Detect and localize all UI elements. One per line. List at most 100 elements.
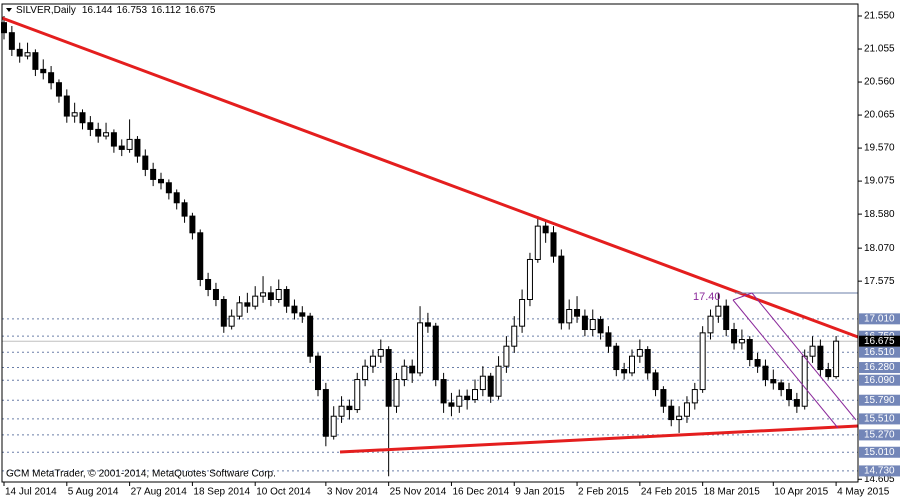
candle-body (103, 132, 110, 137)
candle-body (150, 168, 157, 180)
candle-body (315, 355, 321, 391)
candle-body (32, 52, 39, 70)
level-label: 16.280 (864, 362, 895, 373)
candle-body (417, 322, 424, 374)
candle-body (440, 379, 447, 404)
candle-body (118, 145, 125, 150)
candle-body (369, 355, 376, 367)
axis: 21.550 21.055 20.560 20.065 19.570 19.075 18.5… (3, 11, 900, 498)
x-tick-label: 5 Aug 2014 (68, 487, 119, 498)
y-tick-label: 18.070 (864, 243, 895, 254)
levels (2, 318, 858, 472)
current-price-label: 16.675 (864, 336, 895, 347)
candle-body (668, 405, 675, 421)
candle-body (754, 359, 761, 367)
level-label-box (859, 346, 900, 358)
candle-body (283, 288, 290, 307)
candle-body (605, 332, 612, 347)
candle-body (87, 122, 94, 130)
candle-body (770, 379, 777, 384)
candle-body (393, 379, 400, 407)
plot-frame (1, 3, 859, 483)
candle-body (597, 319, 604, 334)
current-price-box (859, 335, 900, 347)
y-tick-label: 19.075 (864, 176, 895, 187)
y-tick-label: 17.575 (864, 276, 895, 287)
candle-body (16, 48, 23, 57)
y-tick-label: 18.580 (864, 209, 895, 220)
level-label-box (859, 394, 900, 406)
level-label-box (859, 429, 900, 441)
candle-body (487, 375, 494, 397)
candle-body (165, 182, 172, 194)
level-label-box (859, 313, 900, 325)
candle-body (424, 322, 431, 327)
candle-body (448, 402, 455, 407)
candle-body (550, 232, 557, 257)
x-tick-label: 14 Jul 2014 (5, 487, 57, 498)
candle-body (307, 315, 314, 357)
candle-body (275, 288, 282, 300)
candle-body (55, 82, 62, 97)
x-tick-label: 25 Nov 2014 (390, 487, 447, 498)
candle-body (385, 349, 392, 407)
y-tick-label: 21.550 (864, 11, 895, 22)
candle-body (181, 202, 188, 217)
candle-body (731, 329, 738, 344)
low: 16.112 (151, 5, 181, 16)
candle-body (723, 305, 730, 331)
candle-body (519, 298, 526, 327)
candle-body (801, 355, 808, 407)
candle-body (809, 345, 816, 357)
candle-body (534, 225, 541, 260)
candle-body (432, 325, 439, 381)
candle-body (613, 345, 620, 371)
level-label: 15.010 (864, 447, 895, 458)
candle-body (511, 325, 518, 347)
x-tick-label: 4 May 2015 (837, 487, 890, 498)
candle-body (63, 95, 70, 117)
annotation: 17.40 (693, 291, 721, 303)
candle-body (48, 72, 55, 84)
x-tick-label: 16 Dec 2014 (452, 487, 509, 498)
level-label-box (859, 413, 900, 425)
candle-body (267, 292, 274, 300)
high: 16.753 (116, 5, 147, 16)
candle-body (244, 302, 251, 307)
channel-line (751, 292, 857, 421)
candle-body (377, 349, 384, 357)
trendline-upper (1, 16, 859, 339)
candle-body (472, 389, 478, 401)
level-label-box (859, 465, 900, 477)
level-label: 14.730 (864, 466, 895, 477)
candle-body (526, 258, 533, 300)
candle-body (542, 225, 549, 234)
candle-body (558, 255, 565, 324)
candle-body (495, 365, 502, 397)
candle-body (409, 365, 416, 374)
candle-body (260, 292, 267, 297)
x-tick-label: 27 Aug 2014 (131, 487, 188, 498)
close: 16.675 (185, 5, 216, 16)
candle-body (338, 405, 345, 417)
candle-body (566, 309, 573, 324)
candle-body (110, 132, 117, 147)
candle-body (825, 369, 832, 378)
candle-body (479, 375, 486, 391)
candle-body (786, 389, 792, 401)
candle-body (134, 138, 141, 157)
candle-body (322, 389, 329, 437)
level-label: 15.510 (864, 414, 895, 425)
channel-line (732, 299, 839, 429)
candle-body (629, 355, 635, 374)
candle-body (205, 278, 212, 290)
x-tick-label: 3 Nov 2014 (327, 487, 379, 498)
level-label-box (859, 362, 900, 374)
candle-body (652, 372, 659, 391)
candle-body (189, 215, 196, 234)
candle-body (707, 315, 714, 334)
y-tick-label: 21.055 (864, 44, 895, 55)
candle-body (691, 389, 698, 404)
menu-arrow (6, 8, 12, 12)
